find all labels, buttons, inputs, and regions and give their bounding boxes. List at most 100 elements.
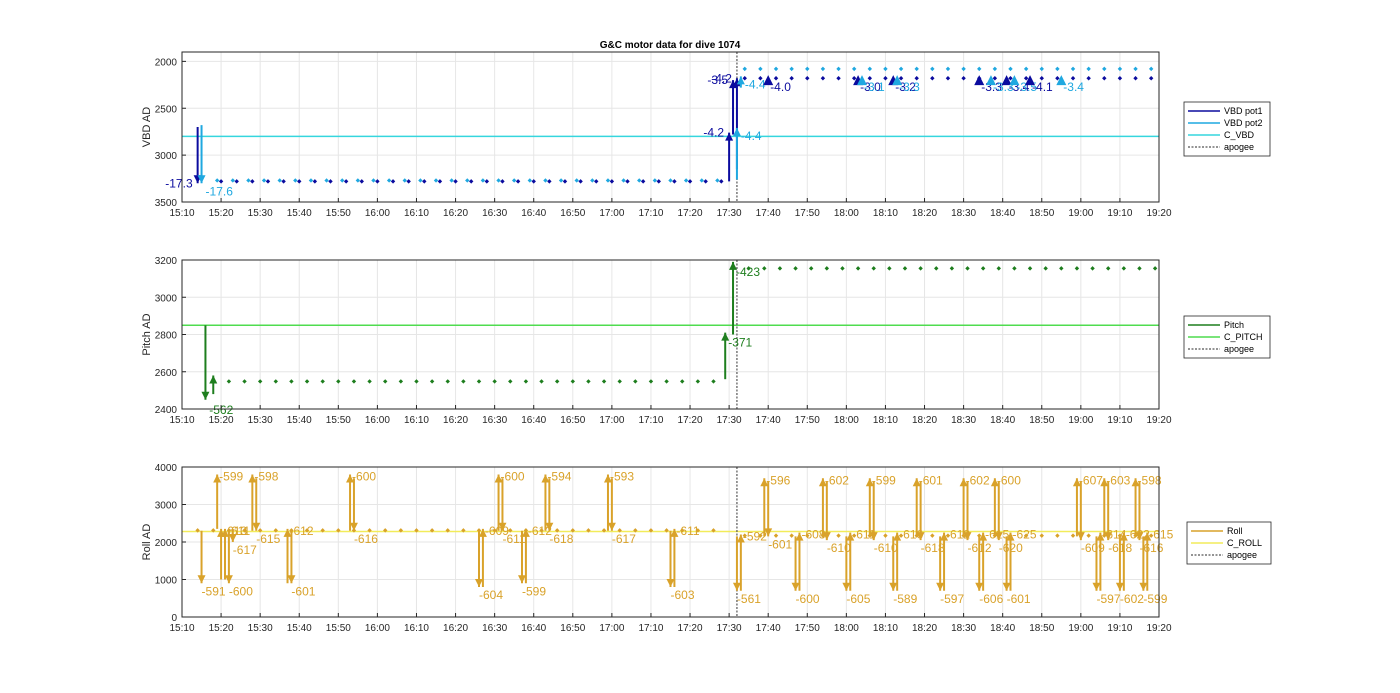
data-point: [558, 178, 564, 183]
arrow-head: [893, 532, 902, 541]
x-tick-label: 18:00: [834, 415, 859, 426]
data-label: -601: [919, 473, 943, 487]
data-label: -17.6: [206, 184, 234, 198]
data-label: -3.1: [864, 80, 885, 94]
x-tick-label: 18:00: [834, 623, 859, 634]
data-point: [711, 528, 716, 533]
arrow-head: [994, 532, 1003, 541]
legend-label: C_VBD: [1224, 130, 1255, 140]
data-point: [359, 179, 364, 184]
data-label: -604: [479, 588, 503, 602]
data-label: -562: [209, 403, 233, 417]
x-tick-label: 19:10: [1107, 208, 1132, 219]
data-point: [1117, 533, 1123, 538]
data-point: [1121, 266, 1127, 271]
data-point: [468, 179, 474, 184]
data-point: [887, 266, 892, 271]
data-point: [672, 179, 677, 184]
marker-triangle: [856, 75, 867, 86]
data-point: [492, 528, 497, 533]
data-point: [445, 528, 450, 533]
data-point: [980, 266, 986, 271]
data-point: [508, 528, 513, 533]
data-point: [257, 528, 263, 533]
arrow-head: [1115, 582, 1124, 591]
arrow-head: [475, 579, 484, 587]
data-point: [805, 76, 810, 81]
x-tick-label: 19:20: [1146, 415, 1171, 426]
data-point: [261, 178, 267, 183]
data-point: [773, 533, 779, 538]
data-point: [1086, 66, 1091, 72]
data-point: [742, 533, 747, 538]
arrow-head: [1104, 532, 1113, 541]
x-tick-label: 16:20: [443, 208, 468, 219]
y-tick-label: 2000: [155, 57, 178, 68]
data-label: -4.2: [711, 71, 732, 85]
data-point: [1023, 66, 1029, 72]
legend-label: apogee: [1224, 142, 1254, 152]
arrow-head: [1143, 532, 1152, 541]
legend-label: apogee: [1227, 550, 1257, 560]
data-point: [465, 178, 470, 183]
data-label: -4.4: [745, 77, 766, 91]
chart-title: G&C motor data for dive 1074: [600, 40, 741, 51]
data-point: [1133, 76, 1138, 81]
data-label: -616: [1139, 541, 1163, 555]
marker-triangle: [1001, 75, 1012, 86]
data-label: -4.2: [703, 126, 724, 140]
legend-label: C_ROLL: [1227, 538, 1262, 548]
arrow-head: [760, 478, 769, 487]
arrow-head: [228, 534, 237, 542]
data-point: [308, 178, 314, 183]
data-point: [453, 179, 458, 184]
data-point: [343, 179, 349, 184]
data-point: [230, 178, 236, 183]
legend-label: Pitch: [1224, 320, 1244, 330]
data-point: [664, 528, 669, 533]
data-point: [992, 66, 998, 72]
marker-triangle: [1056, 75, 1067, 86]
x-tick-label: 16:00: [365, 415, 390, 426]
data-point: [461, 379, 466, 384]
data-point: [687, 179, 693, 184]
data-point: [773, 66, 779, 72]
arrow-head: [846, 532, 855, 541]
data-point: [758, 66, 763, 72]
arrow-head: [224, 575, 233, 584]
data-point: [617, 379, 622, 384]
x-tick-label: 17:40: [756, 415, 781, 426]
data-point: [1117, 76, 1123, 81]
legend-label: Roll: [1227, 526, 1243, 536]
data-point: [1148, 66, 1154, 72]
data-point: [633, 379, 638, 384]
x-tick-label: 18:10: [873, 208, 898, 219]
arrow-head: [791, 582, 800, 591]
y-tick-label: 2500: [155, 104, 178, 115]
x-tick-label: 15:20: [209, 415, 234, 426]
data-point: [449, 178, 454, 183]
data-point: [609, 179, 615, 184]
data-point: [617, 528, 622, 533]
x-tick-label: 19:20: [1146, 208, 1171, 219]
data-point: [273, 528, 278, 533]
arrow-head: [1096, 532, 1105, 541]
data-point: [1086, 76, 1091, 81]
arrow-head: [517, 575, 526, 584]
x-tick-label: 17:50: [795, 208, 820, 219]
x-tick-label: 16:00: [365, 208, 390, 219]
x-tick-label: 18:40: [990, 208, 1015, 219]
x-tick-label: 17:20: [678, 208, 703, 219]
data-point: [668, 178, 673, 183]
data-point: [320, 379, 325, 384]
x-tick-label: 15:50: [326, 208, 351, 219]
x-tick-label: 16:50: [560, 623, 585, 634]
arrow-head: [764, 528, 773, 537]
data-point: [492, 379, 497, 384]
data-label: -618: [921, 541, 945, 555]
x-tick-label: 17:50: [795, 415, 820, 426]
data-label: -4.1: [1032, 80, 1053, 94]
data-label: -598: [1138, 473, 1162, 487]
data-point: [621, 178, 626, 183]
y-tick-label: 3000: [155, 293, 178, 304]
